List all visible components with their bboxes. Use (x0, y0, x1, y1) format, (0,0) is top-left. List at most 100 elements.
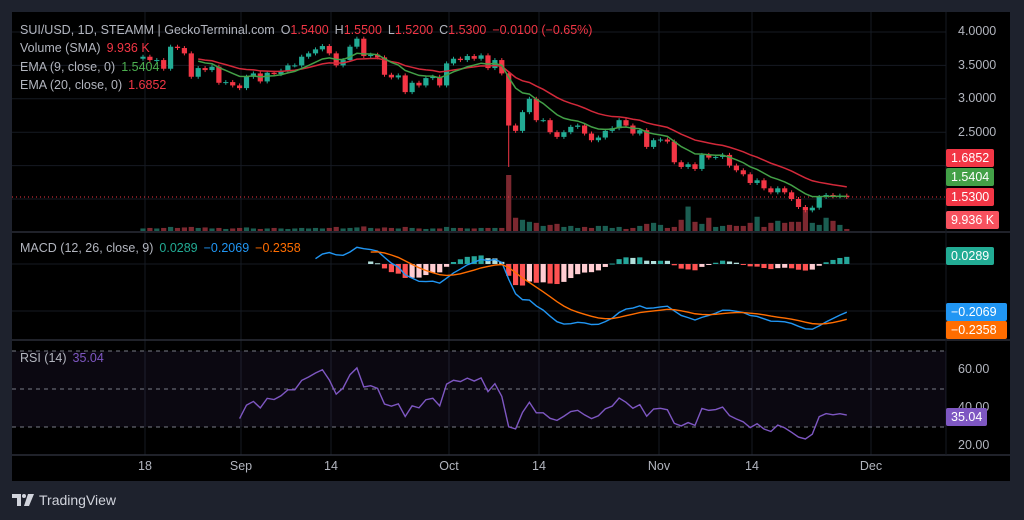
volume-bar (837, 224, 843, 231)
volume-bar (457, 227, 463, 231)
last-price-tag: 1.5300 (946, 188, 995, 206)
symbol-title[interactable]: SUI/USD, 1D, STEAMM | GeckoTerminal.com (20, 23, 275, 37)
open-value: 1.5400 (290, 23, 329, 37)
candle-body (630, 125, 636, 134)
volume-bar (740, 225, 746, 231)
candle-body (402, 75, 408, 93)
time-tick: 14 (532, 459, 546, 473)
candle-body (526, 98, 532, 113)
candle-body (423, 78, 429, 86)
volume-bar (202, 227, 208, 231)
macd-histogram-bar (795, 264, 802, 270)
macd-hist-tag: 0.0289 (946, 247, 995, 265)
tradingview-logo[interactable]: TradingView (12, 492, 116, 508)
macd-histogram-bar (430, 264, 436, 273)
candle-body (312, 49, 319, 54)
volume-bar (312, 227, 319, 231)
volume-bar (278, 228, 284, 231)
candle-body (685, 164, 691, 167)
volume-bar (368, 227, 374, 231)
candle-body (202, 68, 208, 71)
candle-body (140, 56, 146, 59)
volume-bar (195, 227, 201, 231)
macd-histogram-bar (720, 260, 726, 264)
macd-legend[interactable]: MACD (12, 26, close, 9) 0.0289 −0.2069 −0.2… (20, 241, 307, 255)
volume-bar (174, 227, 181, 231)
price-tick: 3.5000 (958, 58, 997, 72)
volume-bar (506, 175, 512, 231)
volume-bar (299, 227, 305, 231)
volume-bar (285, 228, 291, 231)
rsi-line (238, 366, 847, 440)
macd-histogram-bar (657, 260, 664, 264)
macd-histogram-bar (671, 264, 677, 266)
high-label: H (334, 23, 344, 37)
ema20-legend[interactable]: EMA (20, close, 0) 1.6852 (20, 78, 172, 92)
volume-bar (499, 227, 505, 231)
volume-bar (444, 226, 450, 231)
volume-bar (789, 221, 795, 231)
macd-histogram-bar (747, 264, 753, 267)
tradingview-logo-icon (12, 494, 34, 506)
volume-legend[interactable]: Volume (SMA) 9.936 K (20, 41, 156, 55)
macd-histogram-bar (554, 264, 560, 285)
ema9-legend-label: EMA (9, close, 0) (20, 60, 116, 74)
volume-bar (209, 228, 215, 231)
macd-line-tag: −0.2069 (946, 303, 1007, 321)
candle-body (775, 188, 781, 193)
candle-body (250, 73, 256, 77)
candle-body (230, 82, 236, 86)
volume-bar (775, 220, 781, 231)
volume-bar (471, 228, 477, 231)
volume-bar (388, 227, 394, 231)
candle-body (588, 133, 595, 141)
volume-bar (720, 225, 726, 231)
volume-bar (375, 228, 381, 231)
candle-body (761, 180, 767, 189)
rsi-legend-label: RSI (14) (20, 351, 67, 365)
macd-histogram-bar (464, 256, 470, 264)
macd-signal-tag: −0.2358 (946, 321, 1007, 339)
macd-histogram-bar (388, 264, 394, 273)
candle-body (216, 66, 222, 83)
macd-histogram-bar (740, 264, 746, 265)
volume-bar (526, 221, 532, 231)
candle-body (637, 130, 643, 134)
volume-bar (188, 226, 194, 231)
volume-bar (630, 227, 636, 231)
volume-bar (464, 228, 470, 231)
chart-frame[interactable]: SUI/USD, 1D, STEAMM | GeckoTerminal.com O… (12, 12, 1010, 481)
macd-hist-value: 0.0289 (159, 241, 198, 255)
macd-histogram-bar (609, 263, 615, 265)
volume-bar (257, 228, 263, 231)
volume-bar (147, 227, 153, 231)
macd-histogram-bar (685, 264, 691, 270)
chart-canvas[interactable] (12, 12, 1010, 481)
volume-bar (616, 226, 622, 231)
candle-body (471, 56, 477, 59)
candle-body (457, 58, 463, 61)
candle-body (416, 82, 422, 86)
volume-bar (554, 223, 560, 231)
volume-bar (292, 228, 298, 231)
candle-body (264, 72, 270, 82)
rsi-legend[interactable]: RSI (14) 35.04 (20, 351, 110, 365)
candle-body (292, 65, 298, 67)
volume-bar (671, 226, 677, 231)
candle-body (347, 46, 353, 61)
candle-body (147, 56, 153, 61)
volume-bar (519, 219, 526, 231)
ema9-legend[interactable]: EMA (9, close, 0) 1.5404 (20, 60, 165, 74)
volume-bar (230, 228, 236, 231)
macd-histogram-bar (630, 257, 636, 264)
candle-body (395, 75, 401, 78)
volume-bar (802, 210, 808, 231)
volume-bar (250, 228, 256, 231)
macd-histogram-bar (506, 264, 512, 276)
macd-histogram-bar (699, 264, 705, 267)
time-tick: Dec (859, 459, 883, 473)
volume-bar (713, 226, 719, 231)
macd-histogram-bar (782, 264, 788, 268)
candle-body (361, 38, 367, 57)
volume-bar (306, 228, 312, 231)
